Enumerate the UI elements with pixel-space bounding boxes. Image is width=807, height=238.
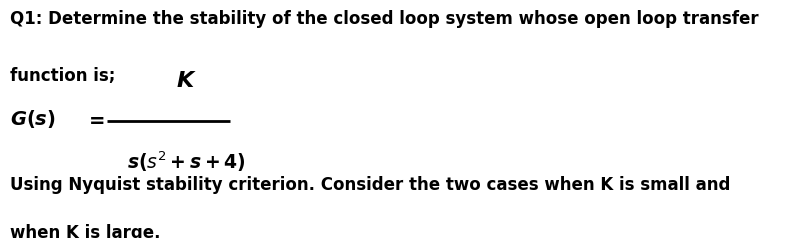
Text: $\boldsymbol{K}$: $\boldsymbol{K}$ [176,71,197,91]
Text: function is;: function is; [10,67,116,85]
Text: $\mathbf{=}$: $\mathbf{=}$ [85,109,105,129]
Text: $\boldsymbol{G(s)}$: $\boldsymbol{G(s)}$ [10,108,56,130]
Text: Using Nyquist stability criterion. Consider the two cases when K is small and: Using Nyquist stability criterion. Consi… [10,176,731,194]
Text: Q1: Determine the stability of the closed loop system whose open loop transfer: Q1: Determine the stability of the close… [10,10,759,28]
Text: when K is large.: when K is large. [10,224,161,238]
Text: $\boldsymbol{s(s^2 + s + 4)}$: $\boldsymbol{s(s^2 + s + 4)}$ [128,150,245,174]
